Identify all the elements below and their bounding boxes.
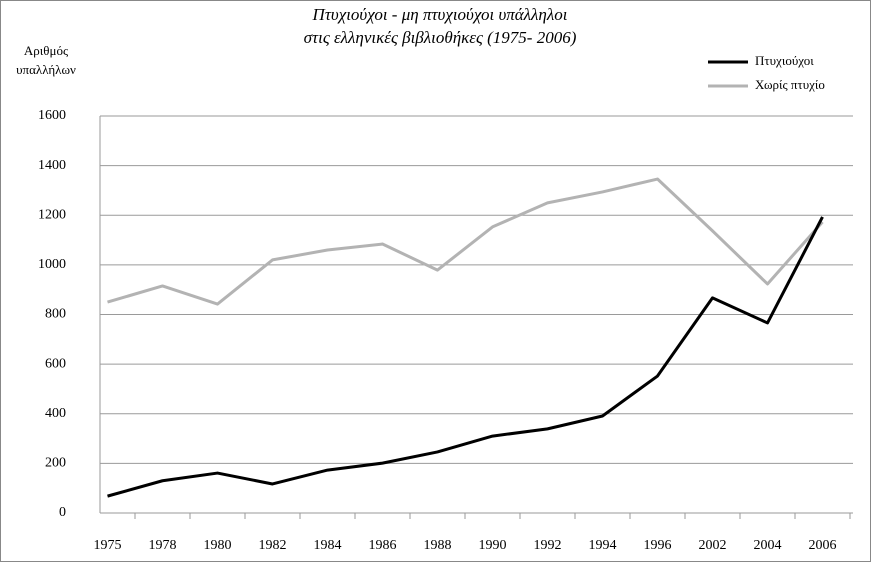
- x-tick-label: 1988: [424, 538, 452, 553]
- series-line: [107, 216, 824, 498]
- x-tick-label: 2004: [754, 538, 782, 553]
- y-tick-label: 1400: [38, 158, 66, 173]
- x-tick-label: 1992: [534, 538, 562, 553]
- y-axis-label: Αριθμός: [24, 43, 69, 58]
- y-axis-label: υπαλλήλων: [16, 62, 76, 77]
- chart-title: στις ελληνικές βιβλιοθήκες (1975- 2006): [304, 28, 577, 47]
- x-tick-label: 1994: [589, 538, 617, 553]
- y-tick-label: 800: [45, 307, 66, 322]
- x-tick-label: 1980: [204, 538, 232, 553]
- y-tick-label: 600: [45, 356, 66, 371]
- x-tick-label: 2006: [809, 538, 837, 553]
- y-tick-label: 1600: [38, 108, 66, 123]
- y-tick-label: 400: [45, 406, 66, 421]
- legend-label: Πτυχιούχοι: [755, 53, 814, 68]
- y-tick-label: 1200: [38, 207, 66, 222]
- legend-label: Χωρίς πτυχίο: [755, 77, 825, 92]
- x-tick-label: 1990: [479, 538, 507, 553]
- x-tick-label: 2002: [699, 538, 727, 553]
- x-tick-label: 1982: [259, 538, 287, 553]
- y-tick-label: 1000: [38, 257, 66, 272]
- y-tick-label: 0: [59, 505, 66, 520]
- x-tick-label: 1984: [314, 538, 342, 553]
- chart-title: Πτυχιούχοι - μη πτυχιούχοι υπάλληλοι: [312, 5, 568, 24]
- x-tick-label: 1978: [149, 538, 177, 553]
- x-tick-label: 1996: [644, 538, 672, 553]
- series-line: [107, 177, 824, 306]
- x-tick-label: 1975: [94, 538, 122, 553]
- x-tick-label: 1986: [369, 538, 397, 553]
- y-tick-label: 200: [45, 456, 66, 471]
